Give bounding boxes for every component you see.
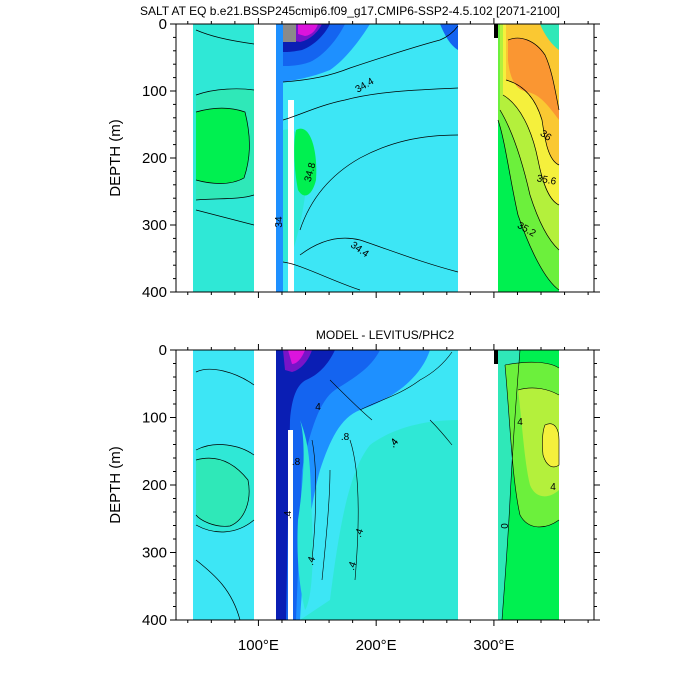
contour-lines-atlantic <box>497 37 560 291</box>
region-pacific-gray <box>283 24 296 42</box>
contour-label: 35.6 <box>536 173 558 187</box>
contour-label: 34 <box>274 216 285 228</box>
region-pacific-bottom-tongue <box>297 420 313 610</box>
y-tick-label: 0 <box>159 342 167 359</box>
bottom-axis-ticks: 0 100 200 300 400 100°E 200°E 300°E <box>142 342 600 654</box>
y-tick-label: 200 <box>142 477 167 494</box>
region-atlantic-top-fresh <box>540 24 559 50</box>
region-pacific-west-strip <box>276 24 283 292</box>
region-pacific-east-fresh <box>440 24 458 50</box>
x-tick-label: 200°E <box>356 637 397 654</box>
contour-lines-pacific-bottom <box>311 351 453 581</box>
bottom-y-axis-label: DEPTH (m) <box>107 446 124 524</box>
region-pacific-bottom-royal <box>276 350 380 620</box>
x-tick-label: 100°E <box>238 637 279 654</box>
top-chart-title: SALT AT EQ b.e21.BSSP245cmip6.f09_g17.CM… <box>139 4 561 18</box>
contour-label: 0 <box>500 523 511 529</box>
region-atlantic-black-cell <box>494 24 498 38</box>
region-indian-bottom-mint <box>196 458 250 527</box>
y-tick-label: 400 <box>142 612 167 629</box>
region-atlantic-bottom-black-cell <box>494 350 498 364</box>
contour-label: 34.8 <box>303 161 319 183</box>
y-tick-label: 300 <box>142 217 167 234</box>
contour-label: 4 <box>550 482 556 493</box>
top-panel <box>193 24 560 292</box>
land-gap-pacific <box>288 100 294 292</box>
contour-label: 4 <box>517 417 523 428</box>
top-y-axis-label: DEPTH (m) <box>107 119 124 197</box>
region-atlantic-bottom-yellowgreen <box>518 387 559 497</box>
region-pacific-bottom-navy <box>276 350 335 620</box>
contour-lines-atlantic-bottom <box>501 350 560 620</box>
region-pacific-bottom-magenta <box>288 350 305 364</box>
region-pacific-green-core <box>294 128 317 196</box>
contour-lines-indian <box>195 29 255 226</box>
contour-label: .8 <box>292 457 301 468</box>
region-pacific-fresh-5 <box>298 24 318 36</box>
region-indian-green <box>196 108 250 184</box>
bottom-chart-title: MODEL - LEVITUS/PHC2 <box>315 328 455 342</box>
contour-lines-indian-bottom <box>195 368 255 620</box>
contour-label: 4 <box>315 402 321 413</box>
y-tick-label: 100 <box>142 83 167 100</box>
region-atlantic-bottom-yellow <box>542 423 559 467</box>
top-axis-ticks: 0 100 200 300 400 <box>142 16 600 301</box>
contour-label: .8 <box>341 432 350 443</box>
x-tick-label: 300°E <box>473 637 514 654</box>
y-tick-label: 300 <box>142 545 167 562</box>
y-tick-label: 400 <box>142 284 167 301</box>
land-gap-pacific-bottom <box>288 430 293 620</box>
contour-lines-pacific <box>282 25 459 291</box>
y-tick-label: 0 <box>159 16 167 33</box>
bottom-panel <box>193 350 560 620</box>
contour-label: .4 <box>283 510 294 519</box>
y-tick-label: 100 <box>142 410 167 427</box>
y-tick-label: 200 <box>142 150 167 167</box>
